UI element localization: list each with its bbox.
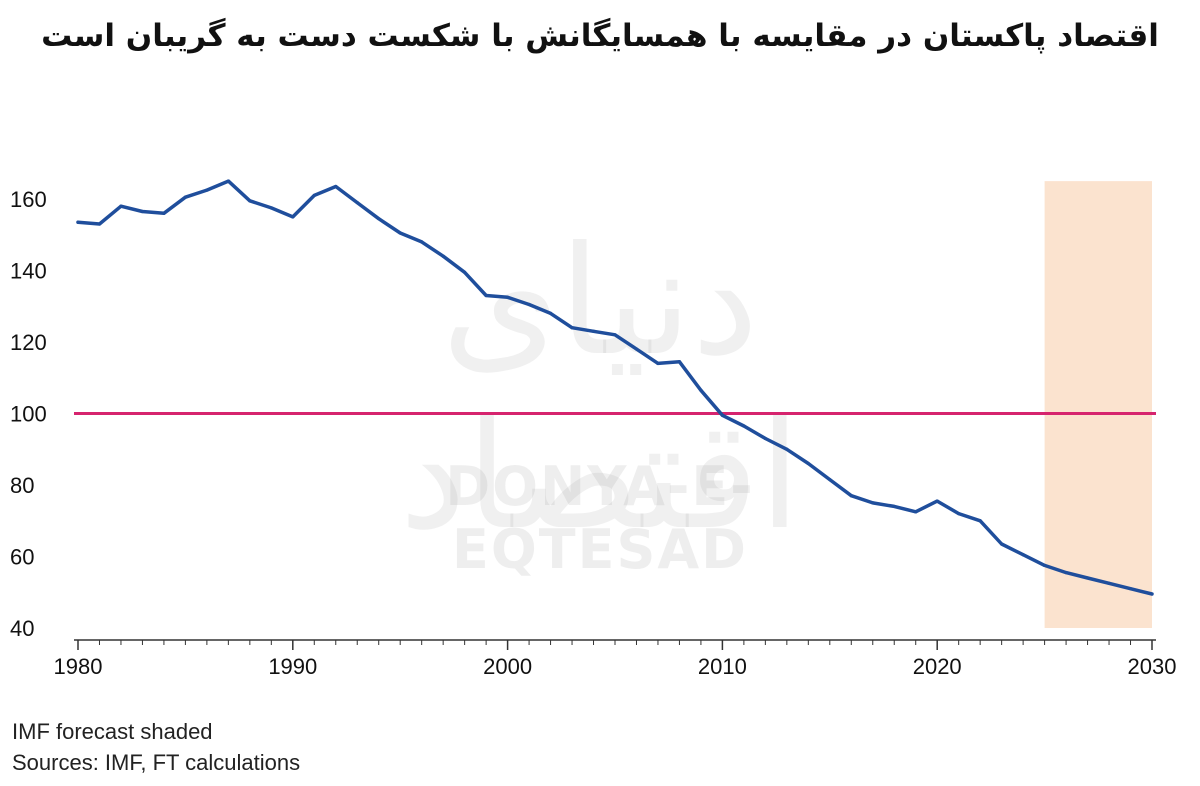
data-point: [1043, 563, 1047, 568]
forecast-shade-layer: [1044, 181, 1152, 628]
y-tick-label: 120: [10, 330, 47, 355]
data-point: [420, 240, 424, 244]
y-tick-label: 60: [10, 545, 34, 570]
data-point: [205, 188, 209, 192]
footnotes: IMF forecast shaded Sources: IMF, FT cal…: [12, 716, 300, 778]
data-point: [871, 501, 875, 505]
data-point: [183, 195, 187, 199]
y-tick-label: 80: [10, 473, 34, 498]
data-point: [506, 295, 510, 299]
data-point: [441, 254, 445, 258]
forecast-shaded-region: [1044, 181, 1152, 628]
data-point: [613, 333, 617, 337]
data-point: [1064, 570, 1068, 575]
data-point: [248, 199, 252, 203]
data-point: [548, 311, 553, 315]
data-point: [463, 270, 467, 274]
data-point: [76, 220, 80, 224]
data-point: [699, 388, 703, 392]
y-axis-tick-labels: 40 60 80 100 120 140 160: [10, 187, 47, 641]
data-point: [226, 179, 230, 183]
x-tick-label: 2000: [483, 654, 532, 679]
data-point: [1000, 542, 1004, 546]
data-point: [892, 504, 896, 509]
data-point: [978, 519, 982, 523]
data-point: [377, 217, 381, 221]
series-layer: [76, 179, 1154, 596]
x-tick-label: 2010: [698, 654, 747, 679]
y-tick-label: 160: [10, 187, 47, 212]
data-point: [398, 231, 402, 235]
x-tick-label: 1980: [54, 654, 103, 679]
data-point: [1085, 576, 1090, 580]
data-point: [269, 206, 273, 210]
data-point: [527, 302, 531, 307]
data-point: [97, 222, 102, 226]
data-point: [806, 461, 810, 466]
data-point: [828, 478, 832, 482]
y-tick-label: 40: [10, 616, 34, 641]
data-point: [591, 329, 596, 333]
data-point: [1128, 587, 1133, 591]
data-point: [914, 510, 918, 514]
series-line: [76, 179, 1154, 596]
data-point: [849, 494, 853, 498]
data-point: [720, 413, 725, 417]
footnote-forecast: IMF forecast shaded: [12, 719, 213, 744]
data-point: [656, 361, 660, 366]
data-point: [1107, 581, 1111, 585]
data-point: [1021, 553, 1025, 557]
data-point: [634, 347, 639, 351]
data-point: [484, 293, 488, 298]
chart-title: اقتصاد پاکستان در مقایسه با همسایگانش با…: [41, 18, 1159, 54]
data-point: [140, 209, 145, 214]
data-point: [957, 511, 961, 516]
data-point: [312, 193, 316, 198]
data-point: [355, 200, 359, 205]
x-axis: 1980 1990 2000 2010 2020 2030: [54, 639, 1177, 679]
data-point: [1150, 592, 1154, 596]
y-tick-label: 100: [10, 402, 47, 427]
data-point: [785, 447, 789, 451]
data-point: [291, 215, 295, 219]
data-point: [677, 360, 682, 364]
footnote-sources: Sources: IMF, FT calculations: [12, 750, 301, 775]
data-point: [119, 204, 123, 208]
x-tick-label: 1990: [268, 654, 317, 679]
x-tick-label: 2020: [913, 654, 962, 679]
x-tick-label: 2030: [1128, 654, 1177, 679]
data-point: [334, 184, 338, 189]
data-point: [570, 326, 574, 330]
y-tick-label: 140: [10, 259, 47, 284]
data-point: [742, 424, 746, 428]
data-point: [935, 499, 939, 503]
data-point: [162, 211, 166, 215]
data-point: [763, 436, 767, 441]
